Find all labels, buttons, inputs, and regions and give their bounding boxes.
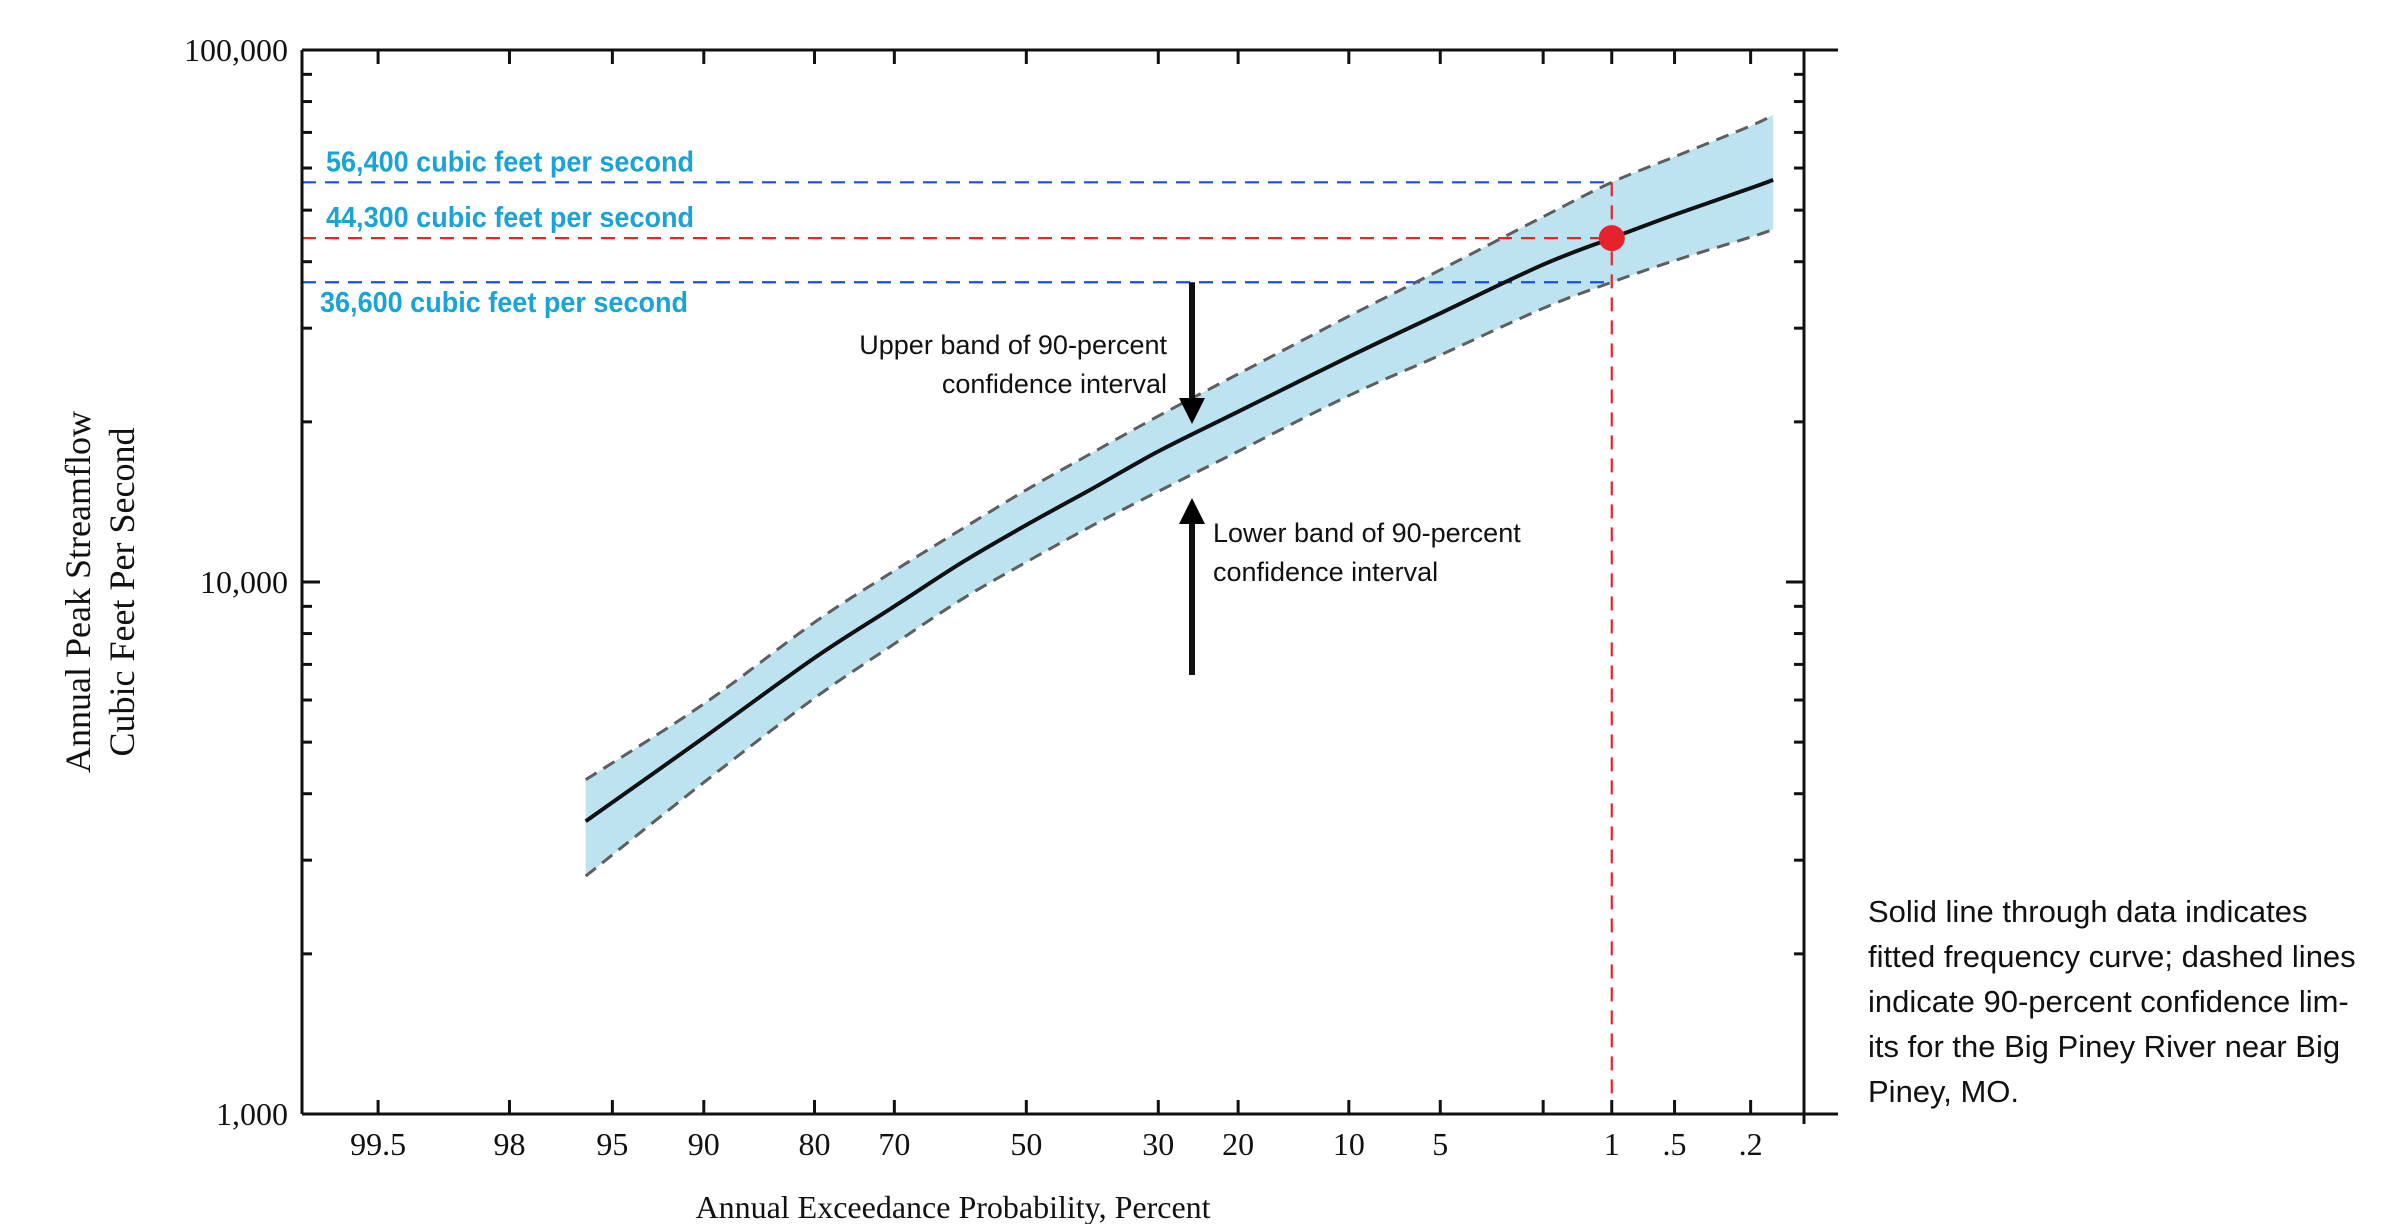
x-tick-label: 80 <box>799 1126 831 1162</box>
caption-line: Solid line through data indicates <box>1868 894 2307 929</box>
caption-line: fitted frequency curve; dashed lines <box>1868 939 2356 974</box>
confidence-band-layer <box>585 114 1774 877</box>
upper-annotation-line: confidence interval <box>942 369 1167 399</box>
y-axis-label-line: Cubic Feet Per Second <box>102 428 142 757</box>
lower-arrow-head <box>1179 498 1205 524</box>
x-tick-label: 5 <box>1432 1126 1448 1162</box>
lower-annotation-line: Lower band of 90-percent <box>1213 518 1521 548</box>
caption-line: indicate 90-percent confidence lim- <box>1868 984 2349 1019</box>
x-tick-label: .2 <box>1739 1126 1763 1162</box>
lower-confidence-line <box>584 227 1774 878</box>
reference-label-0: 56,400 cubic feet per second <box>326 146 694 178</box>
labels-layer: 1,000 10,000 100,000 99.5 98 95 90 80 70 50 30 20 10… <box>58 32 2356 1224</box>
curves-layer <box>584 113 1774 878</box>
reference-label-2: 36,600 cubic feet per second <box>320 287 688 319</box>
axes-layer <box>300 48 1838 1124</box>
y-axis-label-line: Annual Peak Streamflow <box>58 411 98 773</box>
x-tick-label: 99.5 <box>350 1126 406 1162</box>
x-tick-label: .5 <box>1663 1126 1687 1162</box>
x-tick-label: 10 <box>1333 1126 1365 1162</box>
highlight-point <box>1598 225 1625 252</box>
x-tick-label: 98 <box>493 1126 525 1162</box>
x-axis-label: Annual Exceedance Probability, Percent <box>695 1189 1210 1224</box>
caption-line: Piney, MO. <box>1868 1074 2019 1109</box>
y-tick-label: 1,000 <box>216 1096 288 1132</box>
reference-label-1: 44,300 cubic feet per second <box>326 202 694 234</box>
lower-annotation-line: confidence interval <box>1213 557 1438 587</box>
y-axis-label-group: Annual Peak Streamflow Cubic Feet Per Sec… <box>58 411 142 773</box>
reference-lines-layer <box>302 181 1613 1114</box>
y-tick-label: 10,000 <box>200 564 288 600</box>
x-tick-label: 20 <box>1222 1126 1254 1162</box>
x-tick-label: 30 <box>1142 1126 1174 1162</box>
x-tick-label: 90 <box>688 1126 720 1162</box>
upper-arrow-head <box>1179 398 1205 424</box>
x-tick-label: 1 <box>1604 1126 1620 1162</box>
x-tick-label: 50 <box>1010 1126 1042 1162</box>
upper-confidence-line <box>584 113 1774 781</box>
upper-annotation-line: Upper band of 90-percent <box>859 330 1167 360</box>
x-tick-label: 95 <box>596 1126 628 1162</box>
confidence-band <box>585 114 1774 877</box>
x-tick-label: 70 <box>878 1126 910 1162</box>
y-tick-label: 100,000 <box>184 32 288 68</box>
caption-line: its for the Big Piney River near Big <box>1868 1029 2340 1064</box>
